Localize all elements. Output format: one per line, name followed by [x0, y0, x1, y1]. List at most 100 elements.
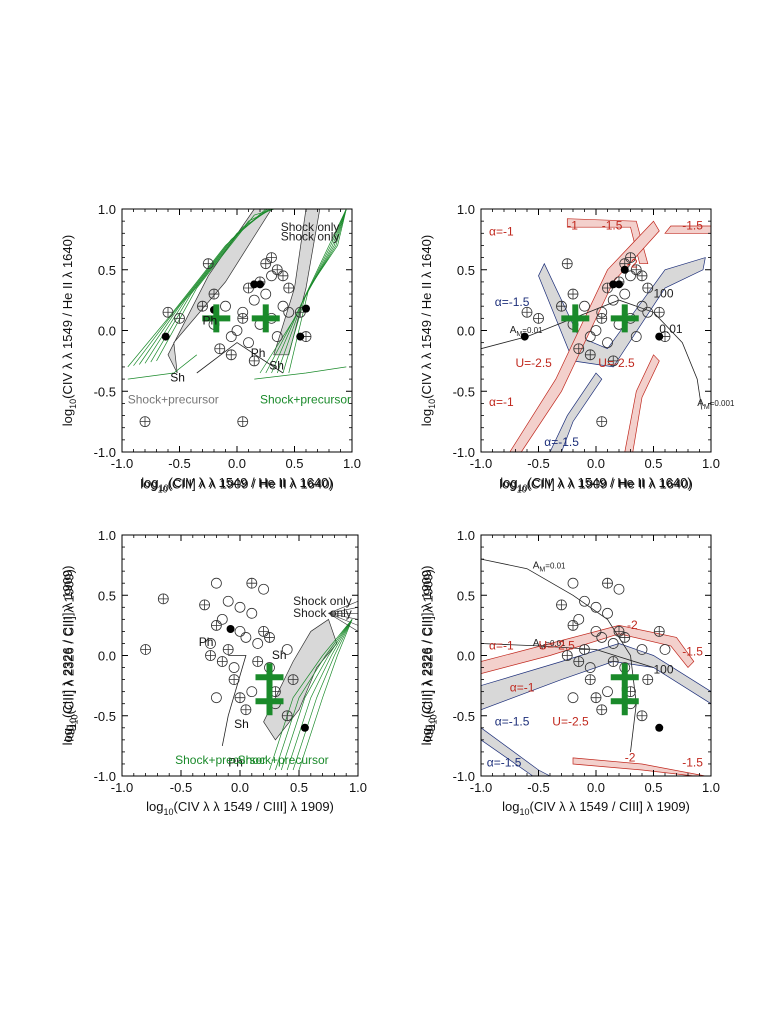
- annotation-label: Shock+precursor: [260, 392, 351, 406]
- crossed-circle-point: [283, 282, 295, 294]
- crossed-circle-point: [607, 656, 619, 667]
- open-circle-point: [210, 692, 222, 704]
- open-circle-point: [602, 337, 613, 349]
- crossed-circle-cross: [158, 593, 169, 604]
- annotation-label: U=-2.5: [552, 714, 589, 728]
- crossed-circle-cross: [619, 632, 630, 643]
- precursor-grid-line: [286, 619, 353, 771]
- open-circle-point: [602, 686, 613, 698]
- crossed-circle-cross: [573, 343, 584, 354]
- x-tick-label: -1.0: [470, 780, 492, 795]
- precursor-grid-line: [259, 209, 347, 374]
- open-circle-point: [205, 638, 216, 649]
- crossed-circle-cross: [258, 626, 269, 637]
- crossed-circle-cross: [568, 620, 578, 631]
- y-tick-label: -1.0: [94, 769, 116, 784]
- open-circle-point: [642, 306, 654, 318]
- annotation-label: α=-1.5: [544, 435, 579, 449]
- y-tick-label: -1.0: [453, 445, 475, 460]
- crossed-circle-cross: [585, 349, 596, 360]
- open-circle-point: [246, 607, 258, 619]
- mean-value-marker: [202, 304, 231, 333]
- precursor-grid-line: [127, 354, 198, 380]
- alpha-track-red: [572, 757, 706, 776]
- alpha-track-blue: [549, 372, 603, 452]
- crossed-circle-point: [281, 710, 293, 722]
- panel-bottom-right: AM=0.01 AM=0.01 α=-1 U=-2.5 -2 -1.5 α=-1 α=-1.5…: [419, 528, 720, 817]
- annotation-label: -2: [627, 256, 638, 270]
- x-tick-label: 0.5: [285, 456, 303, 471]
- crossed-circle-cross: [283, 282, 294, 293]
- crossed-circle-cross: [579, 644, 590, 655]
- shock-only-band: [167, 209, 272, 374]
- x-tick-label: 0.5: [290, 780, 308, 795]
- annotation-label: Shock+precursor: [238, 753, 329, 767]
- plot-area: [481, 558, 711, 776]
- y-tick-label: 1.0: [98, 528, 116, 543]
- y-axis-title: log10(CII] λ 2326 / CII] λ 1909): [62, 569, 80, 742]
- crossed-circle-point: [222, 644, 234, 655]
- annotation-label: α=-1: [489, 638, 514, 652]
- crossed-circle-point: [197, 300, 208, 312]
- annotation-label: Shock+precursor: [128, 392, 219, 406]
- x-tick-label: 0.5: [644, 780, 662, 795]
- crossed-circle-cross: [608, 656, 619, 667]
- annotation-label: -2: [625, 751, 636, 765]
- annotation-label: Sh: [272, 648, 287, 662]
- crossed-circle-point: [636, 270, 648, 282]
- precursor-grid-line: [280, 619, 353, 771]
- crossed-circle-cross: [573, 656, 584, 667]
- crossed-circle-point: [556, 300, 567, 312]
- y-tick-label: 1.0: [457, 528, 475, 543]
- x-tick-label: 0.5: [644, 456, 662, 471]
- crossed-circle-point: [653, 306, 665, 318]
- precursor-grid-line: [292, 619, 353, 771]
- x-tick-label: 0.0: [228, 456, 246, 471]
- crossed-circle-point: [157, 593, 169, 605]
- crossed-circle-cross: [596, 313, 607, 324]
- annotation-label: Sh: [170, 371, 185, 385]
- y-tick-label: 0.5: [457, 263, 475, 278]
- crossed-circle-point: [579, 644, 590, 655]
- y-axis-title: log10(CIII] λ 2326 / CIII] λ 1909): [419, 566, 437, 746]
- plot-area: [127, 209, 347, 428]
- annotation-label: α=-1.5: [487, 755, 522, 769]
- crossed-circle-cross: [642, 282, 653, 293]
- open-circle-point: [619, 288, 631, 300]
- filled-circle-point: [250, 280, 259, 289]
- crossed-circle-cross: [229, 674, 240, 685]
- open-circle-point: [625, 270, 636, 282]
- open-circle-point: [607, 294, 619, 306]
- open-circle-point: [210, 577, 222, 589]
- open-circle-point: [659, 644, 671, 655]
- crossed-circle-cross: [278, 270, 288, 281]
- crossed-circle-point: [216, 656, 228, 667]
- annotation-label: Ph: [203, 313, 218, 327]
- x-tick-label: -0.5: [527, 456, 549, 471]
- annotation-label: α=-1.5: [495, 714, 530, 728]
- open-circle-point: [602, 607, 613, 619]
- open-circle-point: [266, 270, 277, 282]
- open-circle-point: [607, 638, 619, 649]
- open-circle-point: [573, 613, 585, 625]
- open-circle-point: [246, 686, 258, 698]
- precursor-grid-line: [156, 209, 275, 362]
- annotation-label: α=-1: [489, 395, 514, 409]
- photo-track: [196, 342, 284, 374]
- annotation-label: U=-2.5: [516, 356, 553, 370]
- annotation-label: 0.01: [659, 322, 683, 336]
- y-tick-label: -1.0: [94, 445, 116, 460]
- annotation-label: AM=0.01: [510, 325, 543, 338]
- open-circle-point: [258, 583, 270, 595]
- matter-bounded-track: [481, 643, 654, 668]
- crossed-circle-cross: [602, 282, 613, 293]
- crossed-circle-cross: [282, 710, 293, 721]
- filled-circle-point: [655, 723, 664, 732]
- precursor-grid-line: [254, 366, 347, 380]
- crossed-circle-cross: [246, 578, 257, 589]
- crossed-circle-cross: [223, 644, 234, 655]
- y-tick-label: 0.0: [457, 324, 475, 339]
- crossed-circle-cross: [260, 258, 271, 269]
- crossed-circle-cross: [174, 313, 185, 324]
- y-tick-label: 0.0: [98, 649, 116, 664]
